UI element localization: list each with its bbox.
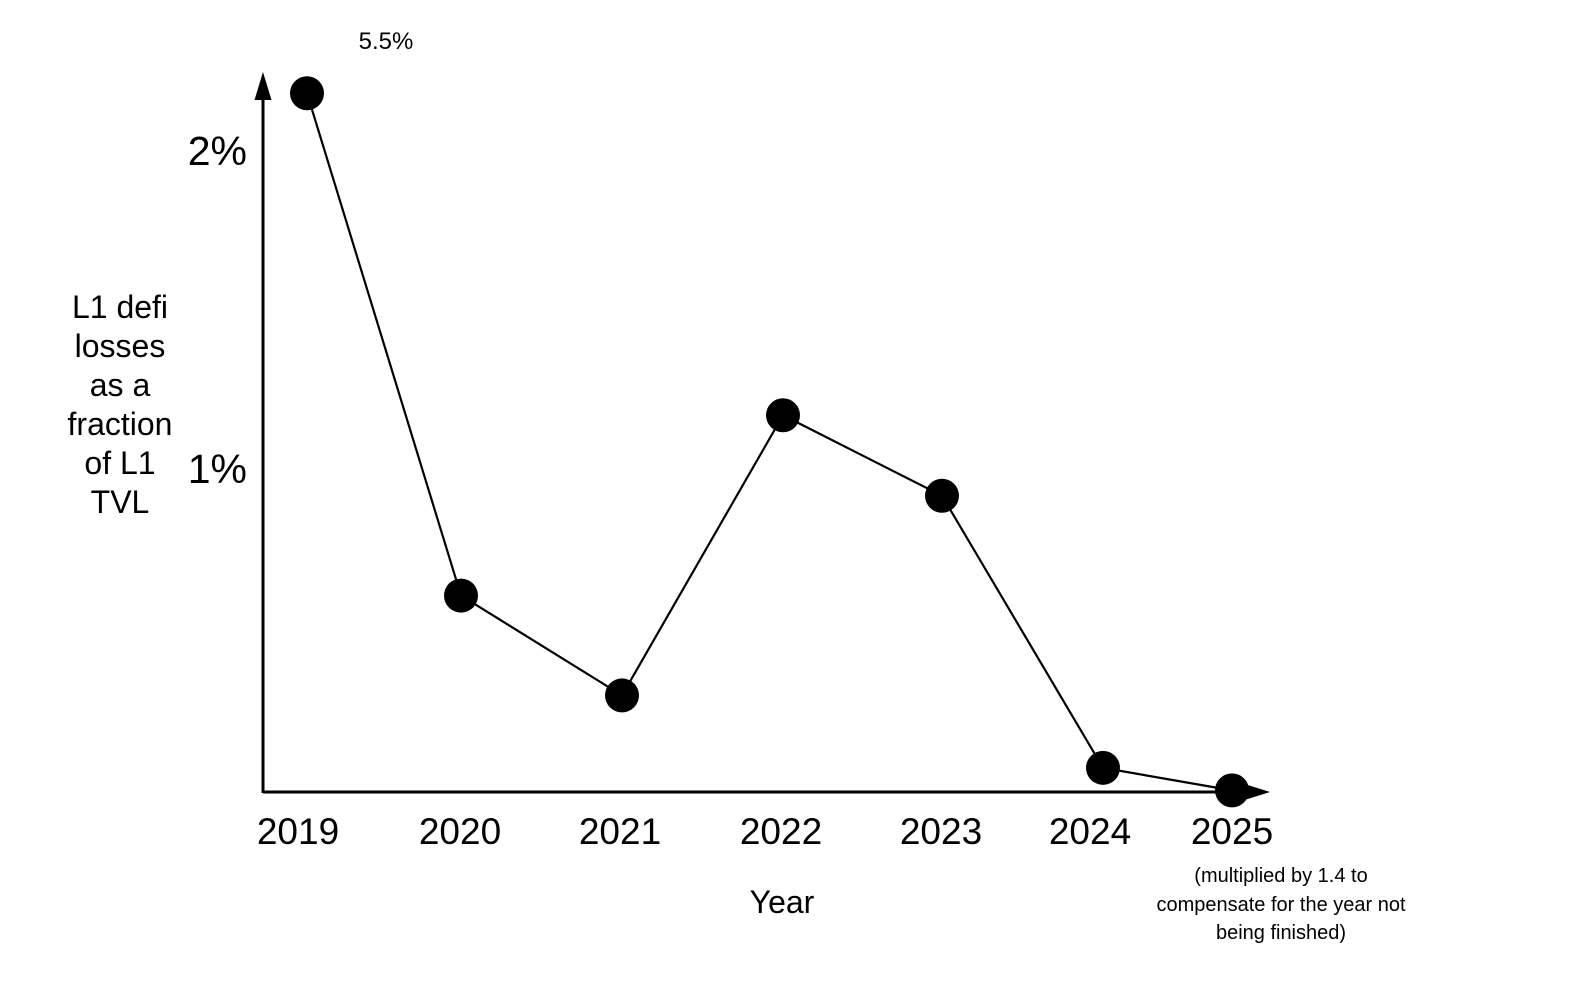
y-axis-title: L1 defi losses as a fraction of L1 TVL xyxy=(20,288,220,522)
annotation-2025-note-line: being finished) xyxy=(1215,922,1347,944)
data-point-2024 xyxy=(1086,750,1120,785)
x-tick-label-2023: 2023 xyxy=(899,811,983,852)
data-point-2023 xyxy=(925,478,959,513)
y-tick-label-1pct: 1% xyxy=(187,446,247,492)
annotation-peak-value: 5.5% xyxy=(358,28,414,55)
data-point-2021 xyxy=(605,678,639,713)
y-axis-title-line: TVL xyxy=(90,484,150,520)
y-axis-title-line: losses xyxy=(74,328,166,364)
x-axis-arrowhead-icon xyxy=(1243,783,1270,801)
x-tick-label-2025: 2025 xyxy=(1190,811,1274,852)
y-axis-arrowhead-icon xyxy=(254,72,272,100)
data-point-2019 xyxy=(290,76,324,111)
x-axis-title: Year xyxy=(749,884,815,920)
y-axis-title-line: of L1 xyxy=(84,445,156,481)
x-tick-label-2021: 2021 xyxy=(578,811,662,852)
data-point-2020 xyxy=(444,578,478,613)
x-tick-label-2020: 2020 xyxy=(418,811,502,852)
x-tick-label-2022: 2022 xyxy=(739,811,823,852)
y-axis-title-line: L1 defi xyxy=(71,289,169,325)
annotation-2025-note: (multiplied by 1.4 to compensate for the… xyxy=(1156,862,1405,948)
x-tick-label-2024: 2024 xyxy=(1048,811,1132,852)
line-series xyxy=(290,76,1249,808)
y-tick-label-2pct: 2% xyxy=(187,128,247,174)
data-point-2022 xyxy=(766,398,800,433)
y-axis-title-line: fraction xyxy=(67,406,173,442)
annotation-2025-note-line: compensate for the year not xyxy=(1156,893,1406,916)
data-point-2025 xyxy=(1215,773,1249,808)
series-connector-line xyxy=(305,92,1233,792)
x-tick-label-2019: 2019 xyxy=(256,811,340,852)
y-axis-title-line: as a xyxy=(89,367,151,403)
annotation-2025-note-line: (multiplied by 1.4 to xyxy=(1194,865,1368,887)
